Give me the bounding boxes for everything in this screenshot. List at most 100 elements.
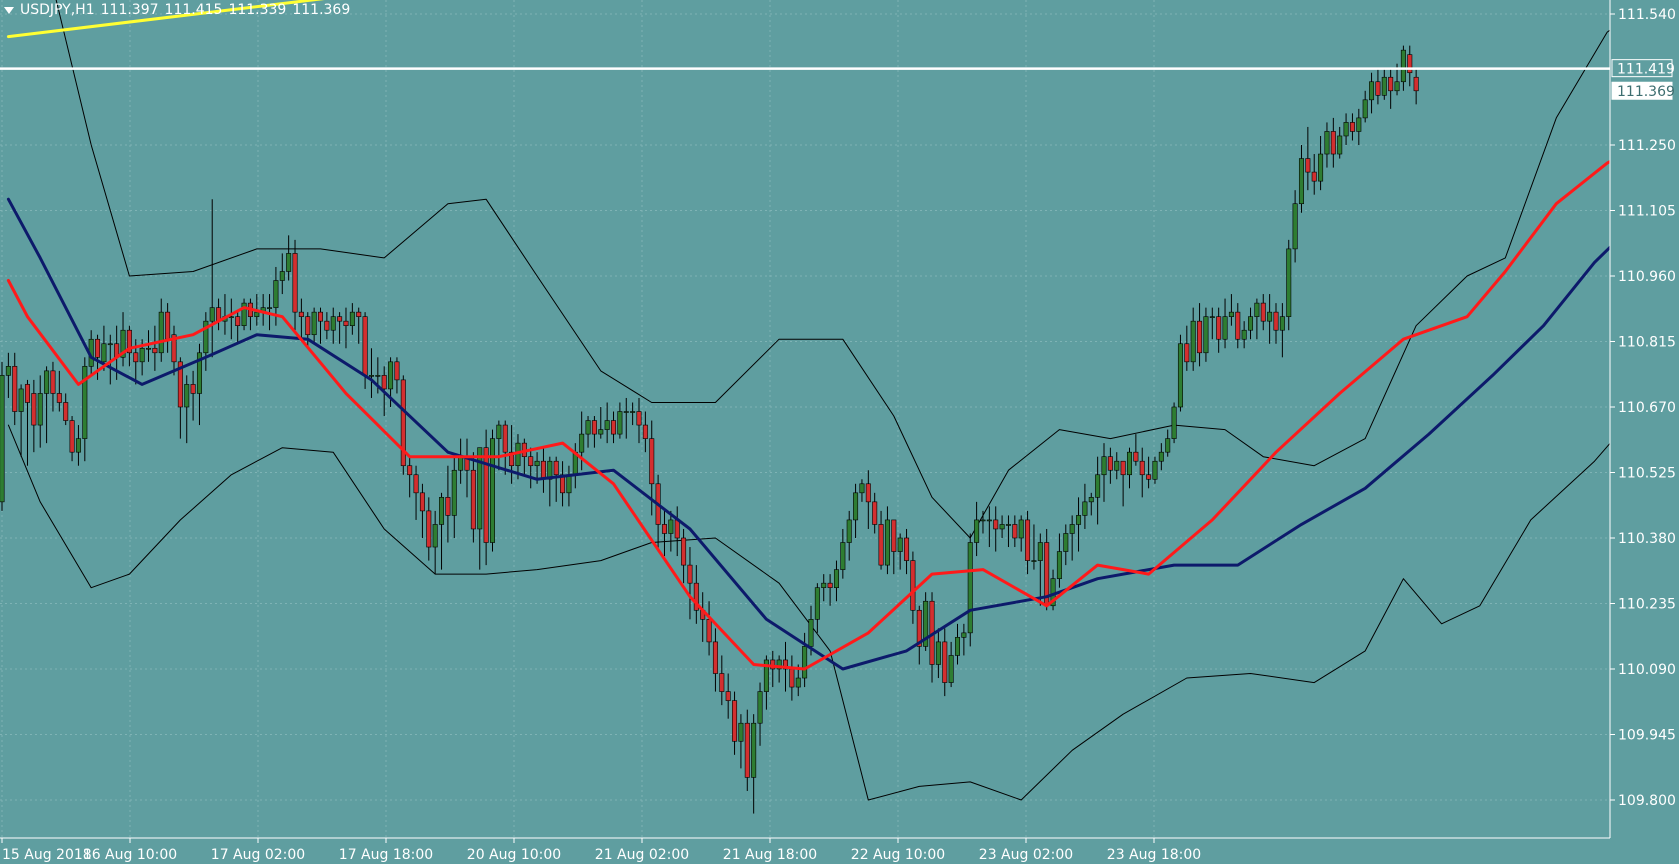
candle-body: [82, 366, 88, 439]
candle: [553, 456, 559, 502]
candle: [980, 510, 986, 534]
candle-body: [1381, 76, 1387, 96]
candle: [776, 655, 782, 683]
time-tick-label: 16 Aug 10:00: [83, 847, 177, 863]
candle-body: [611, 420, 617, 435]
candle-body: [935, 641, 941, 665]
candle: [948, 641, 954, 688]
candle: [1349, 113, 1355, 141]
candle: [489, 429, 495, 552]
header-open: 111.397: [100, 2, 159, 18]
candle: [1324, 122, 1330, 168]
candle: [528, 447, 534, 489]
candle: [1381, 68, 1387, 100]
candle-body: [1273, 311, 1279, 331]
candle-body: [1190, 320, 1196, 363]
candle: [50, 361, 56, 412]
candle: [445, 465, 451, 543]
candle-body: [477, 447, 483, 530]
candle-body: [833, 569, 839, 588]
candle-body: [18, 388, 24, 412]
candle-body: [451, 469, 457, 516]
candle: [5, 352, 11, 398]
candle: [1298, 145, 1304, 213]
candle-body: [1228, 311, 1234, 317]
level-price-label-box: [1611, 59, 1673, 78]
candle: [693, 565, 699, 624]
candle: [1286, 239, 1292, 331]
candle-body: [286, 253, 292, 272]
price-tick-label: 110.960: [1618, 269, 1676, 285]
candle-body: [502, 424, 508, 453]
candle: [311, 307, 317, 344]
candle-body: [381, 375, 387, 390]
candle-body: [5, 366, 11, 376]
candle-body: [489, 438, 495, 543]
candle-body: [1152, 460, 1158, 480]
candle-body: [44, 370, 50, 394]
candle: [1133, 434, 1139, 466]
candle: [725, 673, 731, 719]
candle-body: [1292, 203, 1298, 250]
candle-body: [757, 691, 763, 724]
candle: [349, 303, 355, 335]
candle: [1356, 108, 1362, 145]
candle-body: [974, 519, 980, 543]
candle: [1241, 321, 1247, 349]
candle: [146, 330, 152, 362]
candle-body: [993, 519, 999, 530]
candle: [0, 361, 5, 511]
candle: [1413, 68, 1419, 105]
candle-body: [107, 343, 113, 346]
candle-body: [821, 582, 827, 588]
candle: [152, 325, 158, 371]
candle-body: [279, 271, 285, 281]
candle-body: [1356, 117, 1362, 132]
level-price-label: 111.419: [1611, 59, 1675, 78]
time-tick-label: 22 Aug 10:00: [851, 847, 945, 863]
candle: [184, 375, 190, 444]
candle: [865, 470, 871, 529]
candle-body: [177, 361, 183, 408]
candle: [1248, 307, 1254, 340]
candle: [1025, 510, 1031, 575]
candle-body: [878, 524, 884, 566]
candle: [1165, 429, 1171, 457]
candle-body: [732, 700, 738, 742]
candle: [1203, 307, 1209, 362]
candle: [579, 411, 585, 471]
candle: [75, 425, 81, 466]
candle: [1063, 524, 1069, 566]
candle-body: [273, 280, 279, 308]
header-symbol: USDJPY,H1: [20, 2, 95, 18]
candle: [190, 370, 196, 421]
candle-body: [910, 560, 916, 611]
candle-body: [763, 659, 769, 692]
candle-body: [1209, 316, 1215, 318]
candle-body: [1241, 329, 1247, 340]
candle: [1037, 533, 1043, 606]
price-tick-label: 110.815: [1618, 335, 1676, 351]
candle: [821, 574, 827, 602]
candle: [770, 650, 776, 688]
candle-body: [1330, 131, 1336, 155]
candle-body: [1076, 515, 1082, 525]
candle: [31, 379, 37, 453]
candle: [840, 528, 846, 579]
candle: [1171, 402, 1177, 444]
trendline: [6, 0, 325, 39]
candle-body: [165, 311, 171, 340]
time-tick-label: 23 Aug 02:00: [979, 847, 1073, 863]
candle-body: [1388, 76, 1394, 92]
candle: [470, 452, 476, 543]
candle: [1254, 298, 1260, 340]
candle-body: [1305, 158, 1311, 173]
candle-body: [808, 619, 814, 647]
candle: [827, 574, 833, 606]
candle: [400, 375, 406, 475]
candle-body: [649, 438, 655, 485]
candle-body: [349, 311, 355, 326]
header-dropdown-icon[interactable]: [4, 6, 14, 14]
candle: [394, 357, 400, 394]
